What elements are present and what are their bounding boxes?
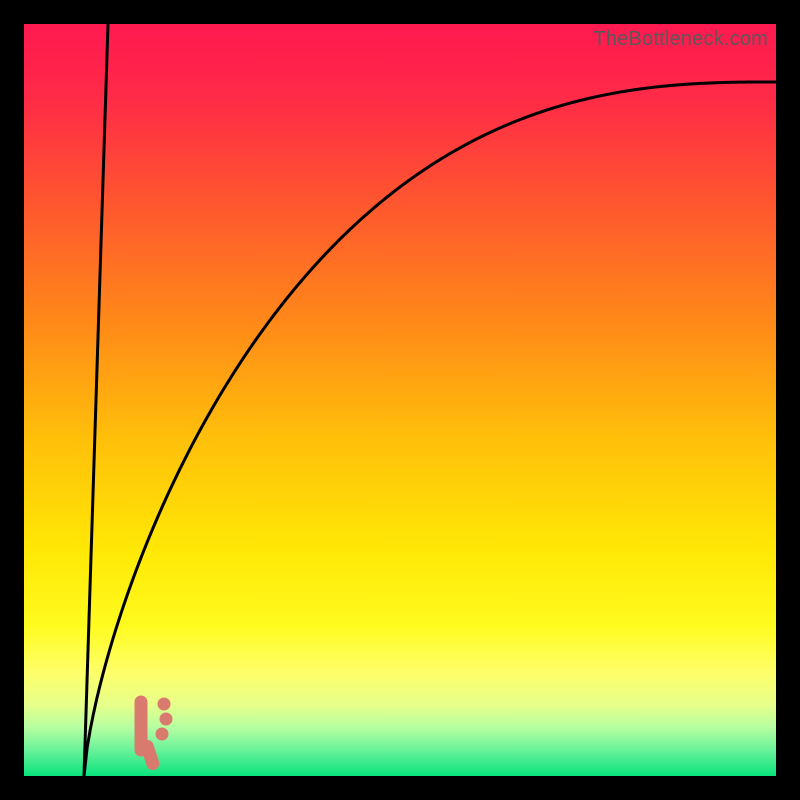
chart-frame: TheBottleneck.com bbox=[0, 0, 800, 800]
data-markers bbox=[135, 696, 172, 771]
marker bbox=[156, 728, 168, 740]
chart-svg bbox=[24, 24, 776, 776]
plot-area: TheBottleneck.com bbox=[24, 24, 776, 776]
marker bbox=[160, 713, 172, 725]
marker bbox=[158, 698, 170, 710]
bottleneck-curve bbox=[84, 24, 776, 776]
curve-path bbox=[84, 24, 776, 776]
